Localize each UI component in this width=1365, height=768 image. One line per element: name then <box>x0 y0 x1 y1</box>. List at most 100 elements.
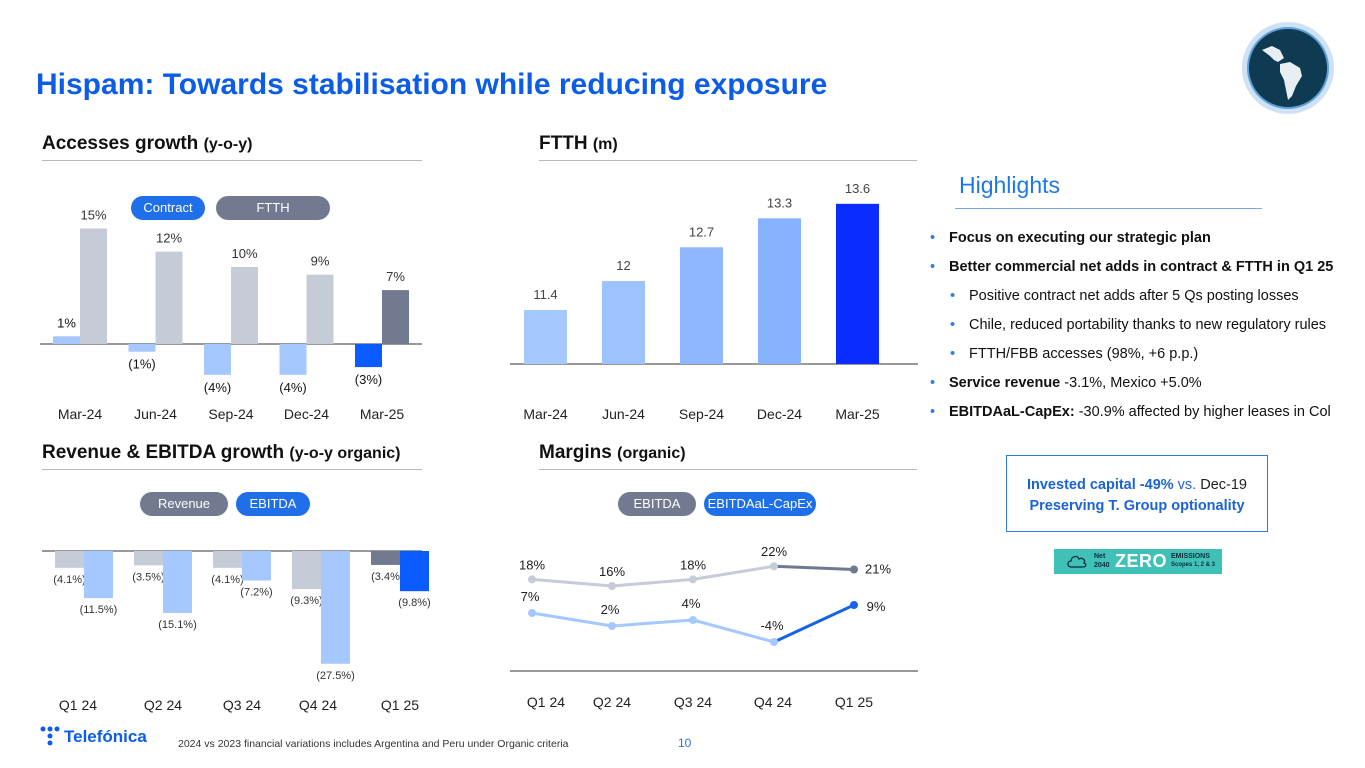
revenue-section-title: Revenue & EBITDA growth (y-o-y organic) <box>42 442 401 463</box>
ftth-value-label: 13.6 <box>845 181 870 196</box>
ebitda-label: (15.1%) <box>158 619 197 631</box>
x-tick-label: Mar-25 <box>360 406 405 422</box>
ftth-label: 7% <box>386 269 405 284</box>
capex-margin-point <box>850 601 858 609</box>
highlight-item: • Better commercial net adds in contract … <box>930 259 1334 275</box>
highlights-divider <box>955 208 1262 209</box>
revenue-bar <box>213 551 242 568</box>
ebitda-label: (7.2%) <box>240 587 272 599</box>
ftth-bar <box>524 310 567 364</box>
capex-margin-label: -4% <box>760 618 784 633</box>
contract-bar <box>204 344 231 375</box>
ftth-bar <box>80 228 107 344</box>
ftth-bar <box>231 267 258 344</box>
contract-bar <box>128 344 156 352</box>
ebitda-margin-segment <box>611 577 694 588</box>
margins-chart: 18% 16% 18% 22% 21% 7% 2% 4% -4% 9% Q1 24 Q2 24 Q3 2… <box>510 544 918 710</box>
ebitda-margin-label: 18% <box>519 557 545 572</box>
page-number: 10 <box>678 736 692 750</box>
ebitda-margin-segment <box>773 564 855 571</box>
ebitda-bar <box>84 551 113 599</box>
ebitda-bar <box>321 551 350 664</box>
ftth-label: 12% <box>156 231 182 246</box>
contract-label: (3%) <box>355 372 382 387</box>
ftth-bar <box>836 203 879 364</box>
ftth-label: 15% <box>80 208 106 223</box>
x-tick-label: Mar-24 <box>523 406 568 422</box>
ebitda-bar <box>163 551 192 613</box>
x-tick-label: Mar-24 <box>58 406 103 422</box>
telefonica-dots-icon <box>40 726 60 746</box>
x-tick-label: Dec-24 <box>757 406 802 422</box>
revenue-label: (9.3%) <box>290 595 322 607</box>
cloud-icon <box>1067 555 1087 568</box>
highlights-list: • Focus on executing our strategic plan •… <box>930 228 1360 431</box>
ftth-value-label: 11.4 <box>533 287 557 302</box>
revenue-label: (4.1%) <box>53 574 85 586</box>
ftth-bar <box>382 290 409 344</box>
highlight-subitem: • Positive contract net adds after 5 Qs p… <box>950 288 1299 304</box>
contract-bar <box>53 336 80 344</box>
legend-ftth: FTTH <box>216 196 330 220</box>
accesses-divider <box>42 160 422 161</box>
net-zero-net: Net 2040 <box>1094 553 1110 569</box>
margins-divider <box>539 469 917 470</box>
ebitda-margin-label: 21% <box>865 562 891 577</box>
highlight-subitem: • Chile, reduced portability thanks to ne… <box>950 317 1327 333</box>
ebitda-margin-point <box>528 575 536 584</box>
contract-label: 1% <box>57 315 76 330</box>
x-tick-label: Sep-24 <box>208 406 253 422</box>
capex-margin-segment <box>611 618 694 628</box>
ftth-label: 9% <box>311 254 330 269</box>
x-tick-label: Mar-25 <box>835 406 880 422</box>
revenue-bar <box>134 551 163 566</box>
ftth-bar <box>602 281 645 364</box>
highlight-item: • EBITDAaL-CapEx: -30.9% affected by high… <box>930 404 1331 420</box>
revenue-divider <box>42 469 422 470</box>
ebitda-margin-label: 16% <box>599 564 625 579</box>
capex-margin-label: 9% <box>867 599 886 614</box>
x-tick-label: Q2 24 <box>593 694 631 710</box>
footnote: 2024 vs 2023 financial variations includ… <box>178 738 569 750</box>
highlights-title: Highlights <box>959 172 1060 198</box>
ftth-value-label: 12 <box>616 258 630 273</box>
x-tick-label: Q4 24 <box>754 694 792 710</box>
ftth-bar <box>155 251 183 344</box>
x-tick-label: Sep-24 <box>679 406 724 422</box>
ftth-bar <box>680 247 723 364</box>
highlight-subitem: • FTTH/FBB accesses (98%, +6 p.p.) <box>950 346 1199 362</box>
accesses-section-title: Accesses growth (y-o-y) <box>42 133 253 154</box>
net-zero-word: ZERO <box>1115 551 1168 571</box>
x-tick-label: Q1 24 <box>527 694 565 710</box>
ebitda-margin-segment <box>692 564 775 581</box>
revenue-label: (3.5%) <box>132 571 164 583</box>
contract-bar <box>279 344 307 375</box>
telefonica-logo: Telefónica <box>64 727 147 746</box>
capex-margin-label: 2% <box>601 602 620 617</box>
ftth-section-title: FTTH (m) <box>539 133 618 154</box>
ftth-label: 10% <box>231 246 257 261</box>
revenue-chart: (4.1%) (11.5%) Q1 24 (3.5%) (15.1%) Q2 24 (4.1… <box>42 550 431 713</box>
revenue-bar <box>371 551 400 565</box>
legend-margin-capex: EBITDAaL-CapEx <box>704 492 816 516</box>
ebitda-margin-label: 22% <box>761 544 787 559</box>
legend-contract: Contract <box>131 196 205 220</box>
ebitda-margin-label: 18% <box>680 557 706 572</box>
capex-margin-segment <box>531 611 613 628</box>
capex-margin-point <box>689 616 697 624</box>
ebitda-margin-point <box>689 575 697 584</box>
page-title: Hispam: Towards stabilisation while redu… <box>36 68 828 101</box>
latam-globe-icon <box>1242 22 1334 114</box>
ftth-bar <box>306 274 334 344</box>
x-tick-label: Jun-24 <box>602 406 645 422</box>
x-tick-label: Q4 24 <box>299 697 337 713</box>
x-tick-label: Dec-24 <box>284 406 329 422</box>
capex-margin-point <box>528 609 536 617</box>
invested-capital-box: Invested capital -49% vs. Dec-19 Preserv… <box>1006 455 1268 532</box>
ebitda-margin-segment <box>531 577 613 588</box>
ftth-value-label: 13.3 <box>767 195 792 210</box>
revenue-bar <box>292 551 321 590</box>
contract-label: (1%) <box>128 357 155 372</box>
legend-ebitda: EBITDA <box>236 492 310 516</box>
capex-margin-point <box>770 638 778 646</box>
